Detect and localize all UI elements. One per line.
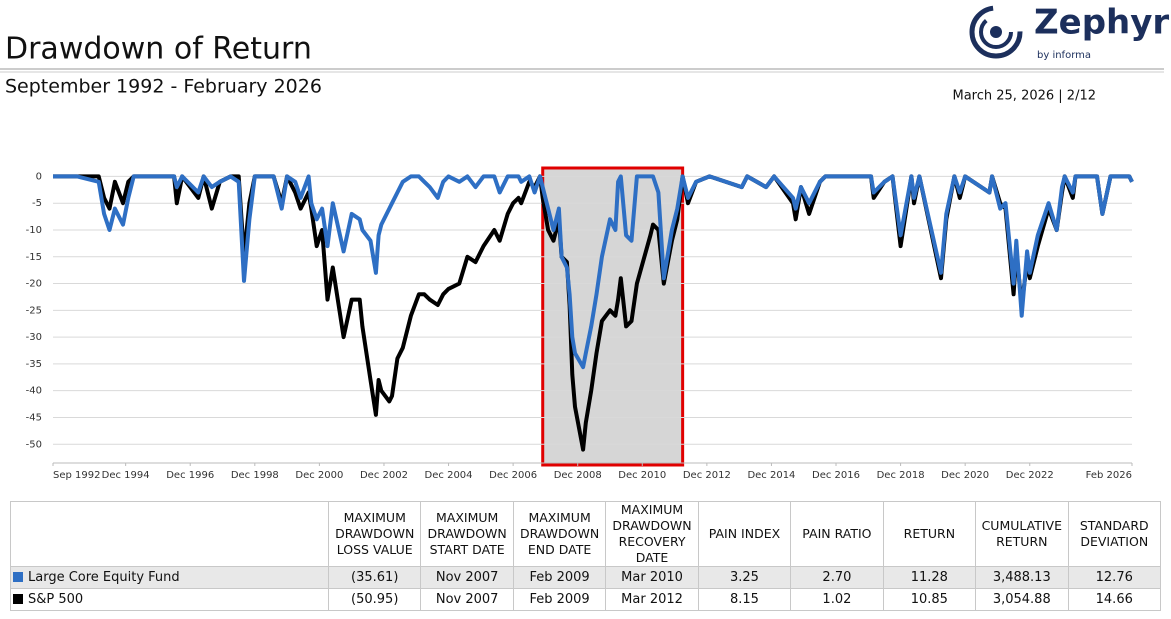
- table-cell: Nov 2007: [420, 566, 514, 589]
- legend-swatch: [13, 594, 23, 604]
- logo: Zephyr by informa: [969, 3, 1169, 61]
- legend-swatch: [13, 572, 23, 582]
- y-tick-label: -40: [26, 386, 42, 397]
- logo-text: Zephyr: [1034, 3, 1169, 43]
- y-tick-label: -20: [26, 279, 42, 290]
- y-tick-label: -45: [26, 412, 42, 423]
- column-header: RETURN: [882, 501, 977, 567]
- page-title: Drawdown of Return: [5, 32, 312, 67]
- table-cell: 1.02: [790, 588, 884, 611]
- table-row: S&P 500 (50.95) Nov 2007 Feb 2009 Mar 2012 8.…: [10, 588, 1161, 611]
- x-tick-label: Dec 2012: [683, 470, 731, 481]
- y-tick-label: -35: [26, 359, 42, 370]
- corner-cell: [10, 501, 329, 567]
- table-row: Large Core Equity Fund (35.61) Nov 2007 Feb…: [10, 566, 1161, 589]
- y-tick-label: -30: [26, 332, 42, 343]
- table-cell: Mar 2012: [605, 588, 699, 611]
- logo-sub: by informa: [1037, 50, 1091, 61]
- table-cell: 3,488.13: [975, 566, 1069, 589]
- x-tick-label: Dec 2020: [941, 470, 989, 481]
- x-tick-label: Dec 2014: [747, 470, 795, 481]
- y-tick-label: -10: [26, 225, 42, 236]
- y-tick-label: -50: [26, 439, 42, 450]
- table-cell: Feb 2009: [512, 566, 607, 589]
- column-header: STANDARD DEVIATION: [1067, 501, 1161, 567]
- x-tick-label: Dec 2004: [425, 470, 473, 481]
- x-tick-label: Dec 2000: [295, 470, 343, 481]
- column-header: MAXIMUM DRAWDOWN RECOVERY DATE: [605, 501, 699, 567]
- table-cell: Feb 2009: [512, 588, 607, 611]
- x-tick-label: Feb 2026: [1086, 470, 1132, 481]
- y-tick-label: 0: [36, 171, 42, 182]
- x-tick-label: Dec 2002: [360, 470, 408, 481]
- column-header: MAXIMUM DRAWDOWN LOSS VALUE: [327, 501, 422, 567]
- x-tick-label: Dec 2008: [554, 470, 602, 481]
- column-header: CUMULATIVE RETURN: [975, 501, 1069, 567]
- x-tick-label: Dec 2022: [1006, 470, 1054, 481]
- table-body: Large Core Equity Fund (35.61) Nov 2007 Feb…: [10, 566, 1161, 611]
- row-name-cell: S&P 500: [10, 588, 329, 611]
- column-header: PAIN RATIO: [790, 501, 884, 567]
- report-date: March 25, 2026 | 2/12: [953, 89, 1097, 104]
- y-tick-label: -15: [26, 252, 42, 263]
- y-tick-label: -25: [26, 305, 42, 316]
- x-tick-label: Dec 1996: [166, 470, 214, 481]
- x-tick-label: Dec 1994: [102, 470, 150, 481]
- x-tick-label: Dec 2018: [877, 470, 925, 481]
- table-cell: 12.76: [1067, 566, 1161, 589]
- series-line: [53, 174, 1134, 370]
- table-cell: 3.25: [697, 566, 792, 589]
- y-tick-label: -5: [32, 198, 42, 209]
- table-cell: Nov 2007: [420, 588, 514, 611]
- row-name: Large Core Equity Fund: [28, 570, 180, 585]
- table-cell: 10.85: [882, 588, 977, 611]
- x-tick-label: Dec 1998: [231, 470, 279, 481]
- table-cell: (50.95): [327, 588, 422, 611]
- row-name-cell: Large Core Equity Fund: [10, 566, 329, 589]
- column-header: PAIN INDEX: [697, 501, 792, 567]
- table-cell: (35.61): [327, 566, 422, 589]
- x-tick-label: Dec 2016: [812, 470, 860, 481]
- logo-dot: [990, 26, 1002, 38]
- column-header: MAXIMUM DRAWDOWN END DATE: [512, 501, 607, 567]
- table-cell: 11.28: [882, 566, 977, 589]
- stats-table: MAXIMUM DRAWDOWN LOSS VALUE MAXIMUM DRAWD…: [10, 501, 1161, 611]
- x-tick-label: Dec 2010: [618, 470, 666, 481]
- row-name: S&P 500: [28, 592, 84, 607]
- table-cell: 3,054.88: [975, 588, 1069, 611]
- table-cell: 14.66: [1067, 588, 1161, 611]
- table-cell: Mar 2010: [605, 566, 699, 589]
- table-cell: 2.70: [790, 566, 884, 589]
- page-subtitle: September 1992 - February 2026: [5, 76, 322, 98]
- column-header: MAXIMUM DRAWDOWN START DATE: [420, 501, 514, 567]
- header-row: MAXIMUM DRAWDOWN LOSS VALUE MAXIMUM DRAWD…: [10, 501, 1161, 567]
- x-tick-label: Dec 2006: [489, 470, 537, 481]
- logo-ring: [969, 5, 1023, 59]
- logo-ring: [979, 15, 1013, 49]
- table-cell: 8.15: [697, 588, 792, 611]
- x-tick-label: Sep 1992: [53, 470, 100, 481]
